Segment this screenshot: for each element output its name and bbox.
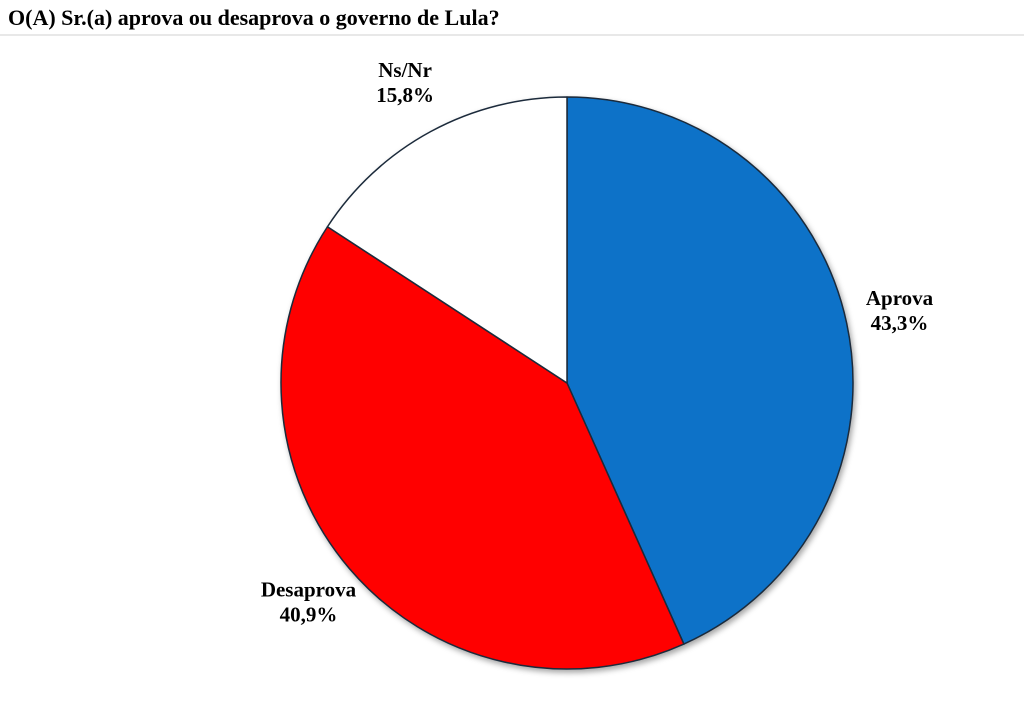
slice-label: Desaprova: [261, 578, 357, 602]
pie: [280, 96, 854, 670]
chart-title: O(A) Sr.(a) aprova ou desaprova o govern…: [8, 5, 500, 30]
pie-slice: [280, 225, 685, 670]
value-label: 15,8%: [376, 83, 434, 107]
slice-label: Aprova: [866, 286, 934, 310]
slice-label: Ns/Nr: [378, 58, 432, 82]
pie-slice: [566, 96, 854, 645]
value-label: 43,3%: [871, 311, 929, 335]
value-label: 40,9%: [280, 603, 338, 627]
pie-slice: [326, 96, 568, 384]
